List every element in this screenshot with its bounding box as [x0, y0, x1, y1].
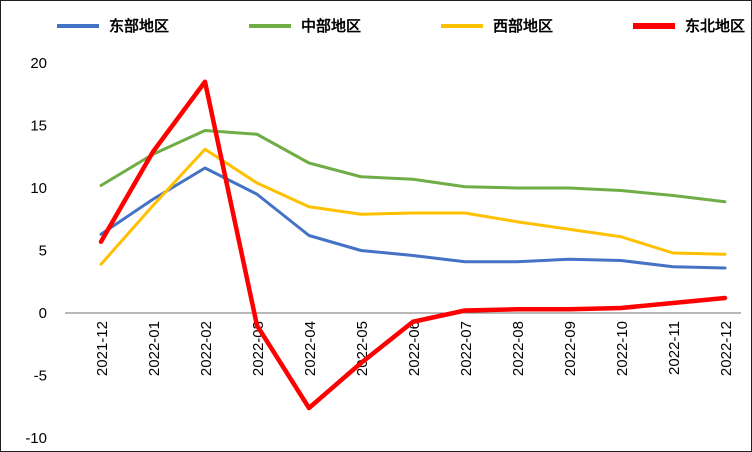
x-axis-tick-label: 2022-02: [198, 321, 215, 376]
x-axis-tick-label: 2022-07: [458, 321, 475, 376]
legend-label-central: 中部地区: [301, 18, 362, 35]
x-axis-tick-label: 2022-08: [510, 321, 527, 376]
legend-label-west: 西部地区: [493, 18, 554, 35]
x-axis-tick-label: 2022-05: [354, 321, 371, 376]
legend-line-east: [57, 23, 99, 28]
legend-item-east: 东部地区: [57, 15, 169, 36]
series-line-0: [99, 166, 727, 270]
x-axis-tick-label: 2021-12: [94, 321, 111, 376]
y-axis-tick-label: 10: [30, 180, 47, 197]
legend-line-central: [249, 23, 292, 28]
x-axis-tick-label: 2022-09: [562, 321, 579, 376]
x-axis-tick-label: 2022-06: [406, 321, 423, 376]
legend-item-west: 西部地区: [441, 15, 553, 36]
x-axis-tick-label: 2022-12: [718, 321, 735, 376]
y-axis-tick-label: -5: [34, 368, 47, 385]
series-line-3: [98, 79, 728, 411]
legend-item-central: 中部地区: [249, 15, 361, 36]
y-axis-tick-label: 0: [39, 305, 47, 322]
legend-line-northeast: [633, 22, 676, 29]
chart-legend: 东部地区 中部地区 西部地区 东北地区: [57, 15, 745, 36]
legend-line-west: [441, 23, 484, 28]
x-axis-tick-label: 2022-04: [302, 321, 319, 376]
x-axis-tick-label: 2022-11: [666, 321, 683, 375]
y-axis-tick-label: 15: [30, 118, 47, 135]
y-axis-tick-label: 20: [30, 55, 47, 72]
x-axis-tick-label: 2022-01: [146, 321, 163, 376]
legend-label-east: 东部地区: [109, 18, 170, 35]
x-axis-tick-label: 2022-10: [614, 321, 631, 376]
series-line-2: [99, 147, 727, 266]
legend-label-northeast: 东北地区: [685, 18, 746, 35]
y-axis-tick-label: -10: [25, 430, 47, 447]
legend-item-northeast: 东北地区: [633, 15, 745, 36]
y-axis-tick-label: 5: [39, 243, 47, 260]
series-line-1: [99, 129, 727, 204]
